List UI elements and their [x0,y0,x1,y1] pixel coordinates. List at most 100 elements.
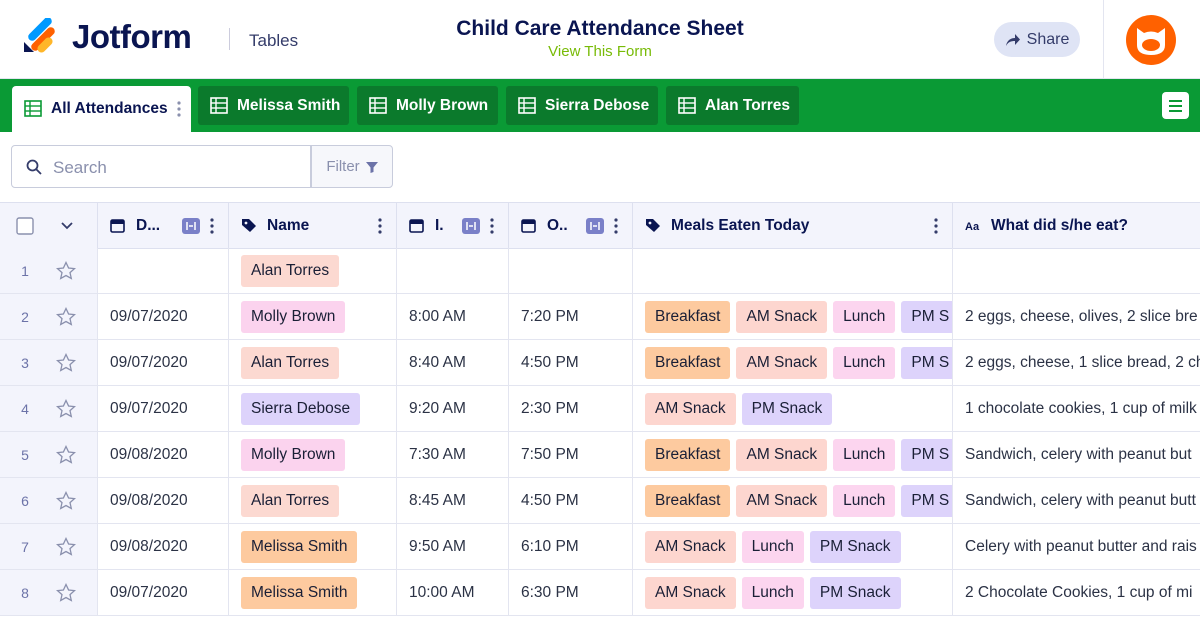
meal-chip: Lunch [833,484,896,517]
cell: 2 Chocolate Cookies, 1 cup of mi [952,570,1200,615]
out-text: 2:30 PM [521,399,579,417]
meal-chip: AM Snack [645,530,736,563]
out-text: 4:50 PM [521,491,579,509]
meal-chip: Breakfast [645,438,731,471]
cell: Sandwich, celery with peanut but [952,432,1200,477]
column-header[interactable]: D... [97,203,228,248]
avatar[interactable] [1125,14,1177,66]
cell [396,248,508,293]
column-options [934,217,938,235]
meal-chip: Lunch [833,346,896,379]
cell: 7:50 PM [508,432,632,477]
date-text: 09/07/2020 [110,353,188,371]
header: Jotform Tables Child Care Attendance She… [0,0,1200,79]
star[interactable] [56,445,76,464]
column-label: Name [267,216,310,234]
cell: 6:30 PM [508,570,632,615]
cell: 8:40 AM [396,340,508,385]
cell: Alan Torres [228,478,396,523]
column-header[interactable]: Name [228,203,396,248]
star[interactable] [56,399,76,418]
meal-chip: PM S [901,438,952,471]
share-label: Share [1026,30,1070,48]
search-box[interactable]: Search [11,145,311,188]
star[interactable] [56,353,76,372]
row-number: 3 [21,354,29,371]
meal-chip: Lunch [833,300,896,333]
menu-button[interactable] [1162,92,1189,119]
meal-chip: AM Snack [736,484,828,517]
row-number: 4 [21,400,29,417]
column-icon [521,217,537,235]
share-button[interactable]: Share [994,22,1080,57]
cell: AM Snack Lunch PM Snack [632,524,952,569]
brand[interactable]: Jotform [72,18,192,55]
name-chip: Molly Brown [241,300,346,333]
filter-label: Filter [326,158,360,175]
cell: 9:50 AM [396,524,508,569]
column-options [210,217,214,235]
tab-icon [678,96,696,115]
tab[interactable]: Alan Torres [666,86,799,125]
food-description: Sandwich, celery with peanut but [965,445,1192,463]
table-row: 8 09/07/2020 Melissa Smith 10:00 AM 6:30 PM A… [0,570,1200,616]
column-icon [241,217,257,235]
meal-chip: PM Snack [741,392,833,425]
tab-icon [518,96,536,115]
cell: 09/08/2020 [97,478,228,523]
star[interactable] [56,583,76,602]
tab-label: Sierra Debose [545,96,650,114]
in-text: 8:00 AM [409,307,466,325]
star[interactable] [56,307,76,326]
row-header: 3 [0,340,97,385]
cell: 1 chocolate cookies, 1 cup of milk [952,386,1200,431]
meal-chip: PM S [901,300,952,333]
row-header: 4 [0,386,97,431]
meal-chip: AM Snack [645,576,736,609]
tab[interactable]: Molly Brown [357,86,498,125]
cell: Molly Brown [228,294,396,339]
date-text: 09/08/2020 [110,445,188,463]
meal-chip: Lunch [741,530,804,563]
filter-button[interactable]: Filter [311,145,393,188]
name-chip: Sierra Debose [241,392,361,425]
name-chip: Alan Torres [241,346,340,379]
cell [952,248,1200,293]
cell: 2 eggs, cheese, 1 slice bread, 2 ch [952,340,1200,385]
section: Tables [249,31,299,50]
tab[interactable]: Melissa Smith [198,86,349,125]
tab-label: Molly Brown [396,96,489,114]
column-label: Meals Eaten Today [671,216,810,234]
tab-icon [210,96,228,115]
star[interactable] [56,491,76,510]
select-all-checkbox [12,216,42,235]
share-icon [1005,33,1020,46]
cell: Alan Torres [228,248,396,293]
cell [632,248,952,293]
meal-chip: AM Snack [645,392,736,425]
meal-chip: AM Snack [736,438,828,471]
column-header[interactable]: I. [396,203,508,248]
cell [508,248,632,293]
tab[interactable]: All Attendances [12,86,191,132]
food-description: Celery with peanut butter and rais [965,537,1197,555]
meal-chip: Lunch [741,576,804,609]
tab[interactable]: Sierra Debose [506,86,658,125]
cell: Breakfast AM Snack Lunch PM S [632,432,952,477]
column-header[interactable]: Aa What did s/he eat? [952,203,1200,248]
column-icon [110,217,126,235]
view-form-link[interactable]: View This Form [548,43,652,60]
star[interactable] [56,261,76,280]
column-options [490,217,494,235]
food-description: Sandwich, celery with peanut butt [965,491,1196,509]
column-header[interactable]: O.. [508,203,632,248]
meal-chip: PM S [901,346,952,379]
column-icon [409,217,425,235]
logo-icon [24,18,55,53]
column-header[interactable]: Meals Eaten Today [632,203,952,248]
star[interactable] [56,537,76,556]
cell: 4:50 PM [508,478,632,523]
cell: 9:20 AM [396,386,508,431]
cell: 09/08/2020 [97,432,228,477]
